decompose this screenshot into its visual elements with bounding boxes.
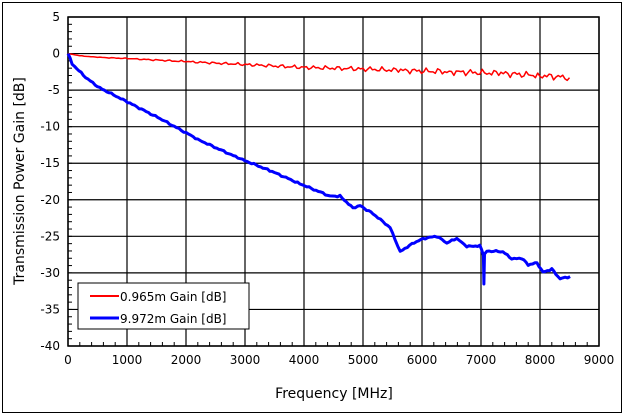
x-tick-label: 3000 [230,353,261,367]
y-tick-label: -35 [40,302,60,316]
series-line-0 [67,52,571,82]
chart-border [2,2,622,413]
tick-labels: 0 1000 2000 3000 4000 5000 6000 7000 8000 900050-… [40,10,614,367]
x-tick-label: 8000 [525,353,556,367]
y-tick-label: -20 [40,193,60,207]
x-tick-label: 9000 [584,353,615,367]
x-tick-label: 1000 [112,353,143,367]
y-tick-label: -40 [40,339,60,353]
y-tick-label: -5 [48,83,60,97]
x-tick-label: 0 [64,353,72,367]
legend-label-0965m: 0.965m Gain [dB] [120,290,226,304]
y-tick-label: -15 [40,156,60,170]
x-axis-label: Frequency [MHz] [275,386,393,402]
series-lines [66,52,571,286]
x-tick-label: 6000 [407,353,438,367]
y-tick-label: -10 [40,120,60,134]
legend-label-9972m: 9.972m Gain [dB] [120,312,226,326]
y-tick-label: 0 [52,47,60,61]
x-tick-label: 2000 [171,353,202,367]
y-tick-label: 5 [52,10,60,24]
legend: 0.965m Gain [dB] 9.972m Gain [dB] [77,282,250,330]
x-tick-label: 4000 [289,353,320,367]
y-tick-label: -30 [40,266,60,280]
x-tick-label: 7000 [466,353,497,367]
y-tick-label: -25 [40,229,60,243]
x-tick-label: 5000 [348,353,379,367]
series-line-1 [66,52,571,286]
y-axis-label: Transmission Power Gain [dB] [12,77,28,286]
